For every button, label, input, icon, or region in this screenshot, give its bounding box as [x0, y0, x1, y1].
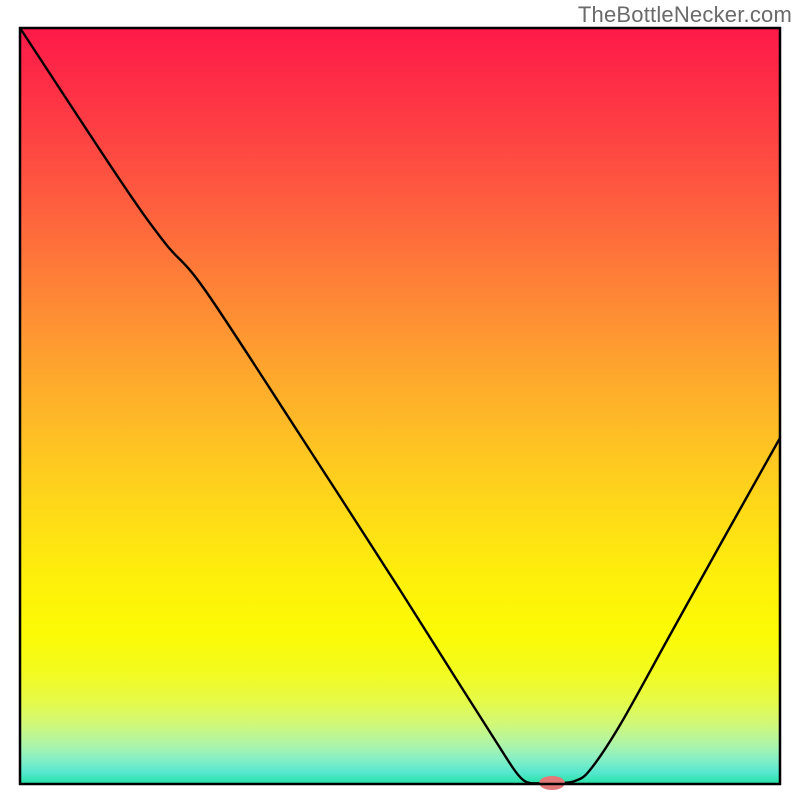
- chart-container: TheBottleNecker.com: [0, 0, 800, 800]
- bottleneck-chart: [0, 0, 800, 800]
- plot-background: [20, 28, 780, 784]
- watermark-text: TheBottleNecker.com: [578, 2, 792, 28]
